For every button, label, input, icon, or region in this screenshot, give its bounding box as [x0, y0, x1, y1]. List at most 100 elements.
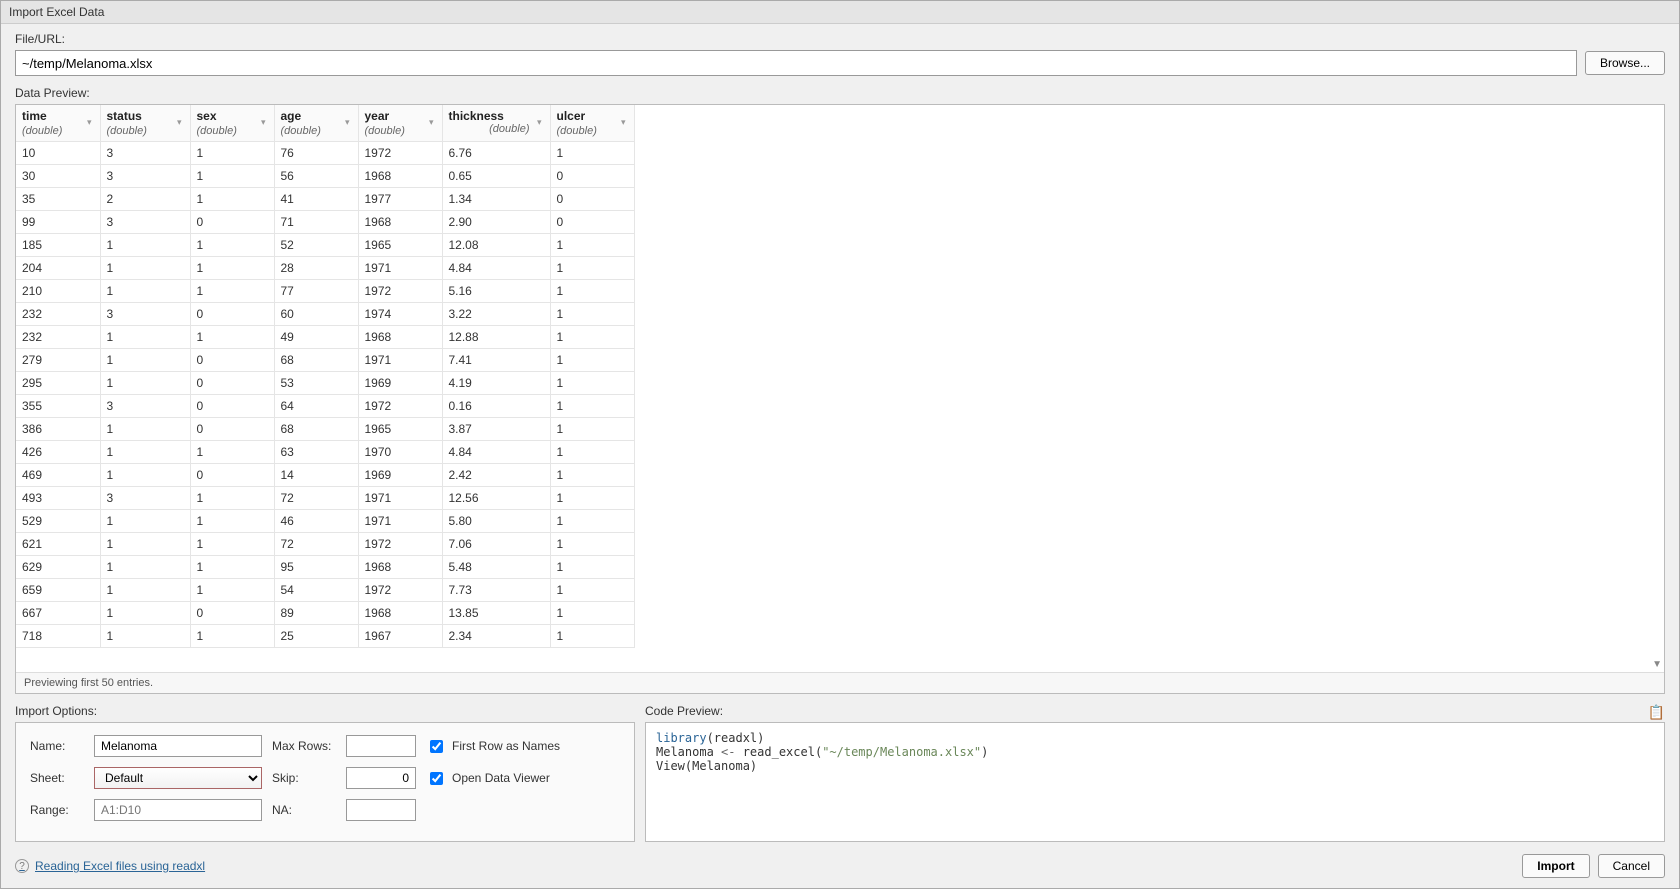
table-cell: 1971 — [358, 487, 442, 510]
table-cell: 3 — [100, 487, 190, 510]
table-cell: 1 — [100, 441, 190, 464]
table-cell: 0 — [190, 303, 274, 326]
cancel-button[interactable]: Cancel — [1598, 854, 1665, 878]
table-row[interactable]: 4933172197112.561 — [16, 487, 634, 510]
column-menu-icon[interactable]: ▾ — [261, 117, 266, 128]
code-string: "~/temp/Melanoma.xlsx" — [822, 745, 981, 759]
column-header-age[interactable]: age(double)▾ — [274, 105, 358, 142]
table-row[interactable]: 204112819714.841 — [16, 257, 634, 280]
table-row[interactable]: 659115419727.731 — [16, 579, 634, 602]
table-cell: 1967 — [358, 625, 442, 648]
table-cell: 68 — [274, 418, 358, 441]
table-cell: 1972 — [358, 533, 442, 556]
open-viewer-checkbox[interactable] — [430, 772, 443, 785]
table-cell: 3.22 — [442, 303, 550, 326]
table-row[interactable]: 718112519672.341 — [16, 625, 634, 648]
chevron-down-icon[interactable]: ▼ — [1652, 659, 1662, 670]
table-cell: 30 — [16, 165, 100, 188]
table-cell: 1972 — [358, 280, 442, 303]
table-cell: 35 — [16, 188, 100, 211]
table-cell: 279 — [16, 349, 100, 372]
table-row[interactable]: 629119519685.481 — [16, 556, 634, 579]
table-row[interactable]: 30315619680.650 — [16, 165, 634, 188]
code-preview-panel[interactable]: library(readxl) Melanoma <- read_excel("… — [645, 722, 1665, 842]
column-type: (double) — [281, 125, 321, 137]
open-viewer-checkbox-wrap[interactable]: Open Data Viewer — [426, 769, 620, 788]
table-cell: 1 — [550, 349, 634, 372]
table-cell: 0 — [550, 188, 634, 211]
table-row[interactable]: 10317619726.761 — [16, 142, 634, 165]
table-cell: 355 — [16, 395, 100, 418]
preview-status-text: Previewing first 50 entries. — [16, 672, 1664, 693]
column-menu-icon[interactable]: ▾ — [621, 117, 626, 128]
table-row[interactable]: 35214119771.340 — [16, 188, 634, 211]
maxrows-input[interactable] — [346, 735, 416, 757]
table-cell: 204 — [16, 257, 100, 280]
table-row[interactable]: 426116319704.841 — [16, 441, 634, 464]
help-link[interactable]: ? Reading Excel files using readxl — [15, 859, 205, 873]
code-text: Melanoma — [656, 745, 721, 759]
table-row[interactable]: 1851152196512.081 — [16, 234, 634, 257]
table-row[interactable]: 99307119682.900 — [16, 211, 634, 234]
column-type: (double) — [197, 125, 237, 137]
table-cell: 0 — [190, 349, 274, 372]
code-text: read_excel( — [735, 745, 822, 759]
column-menu-icon[interactable]: ▾ — [177, 117, 182, 128]
table-cell: 232 — [16, 326, 100, 349]
table-row[interactable]: 621117219727.061 — [16, 533, 634, 556]
table-cell: 1 — [190, 326, 274, 349]
table-cell: 1 — [190, 280, 274, 303]
table-cell: 4.84 — [442, 257, 550, 280]
column-header-ulcer[interactable]: ulcer(double)▾ — [550, 105, 634, 142]
table-row[interactable]: 210117719725.161 — [16, 280, 634, 303]
import-options-label: Import Options: — [15, 702, 635, 722]
data-preview-scroll[interactable]: time(double)▾status(double)▾sex(double)▾… — [16, 105, 1664, 672]
table-row[interactable]: 279106819717.411 — [16, 349, 634, 372]
table-row[interactable]: 469101419692.421 — [16, 464, 634, 487]
table-row[interactable]: 295105319694.191 — [16, 372, 634, 395]
table-cell: 0 — [190, 464, 274, 487]
skip-input[interactable] — [346, 767, 416, 789]
table-cell: 1 — [100, 602, 190, 625]
column-header-year[interactable]: year(double)▾ — [358, 105, 442, 142]
table-row[interactable]: 529114619715.801 — [16, 510, 634, 533]
table-cell: 1 — [100, 234, 190, 257]
table-row[interactable]: 355306419720.161 — [16, 395, 634, 418]
column-header-time[interactable]: time(double)▾ — [16, 105, 100, 142]
range-input[interactable] — [94, 799, 262, 821]
browse-button[interactable]: Browse... — [1585, 51, 1665, 75]
code-op: <- — [721, 745, 735, 759]
table-cell: 1 — [550, 487, 634, 510]
table-cell: 76 — [274, 142, 358, 165]
table-cell: 2.34 — [442, 625, 550, 648]
code-text: View(Melanoma) — [656, 759, 757, 773]
first-row-checkbox-wrap[interactable]: First Row as Names — [426, 737, 620, 756]
na-input[interactable] — [346, 799, 416, 821]
table-row[interactable]: 386106819653.871 — [16, 418, 634, 441]
data-preview-box: time(double)▾status(double)▾sex(double)▾… — [15, 104, 1665, 694]
sheet-select[interactable]: Default — [94, 767, 262, 789]
table-cell: 49 — [274, 326, 358, 349]
table-row[interactable]: 2321149196812.881 — [16, 326, 634, 349]
column-header-status[interactable]: status(double)▾ — [100, 105, 190, 142]
column-menu-icon[interactable]: ▾ — [537, 117, 542, 128]
table-row[interactable]: 6671089196813.851 — [16, 602, 634, 625]
column-header-sex[interactable]: sex(double)▾ — [190, 105, 274, 142]
column-menu-icon[interactable]: ▾ — [429, 117, 434, 128]
copy-code-icon[interactable]: 📋 — [1648, 704, 1665, 721]
import-button[interactable]: Import — [1522, 854, 1589, 878]
column-menu-icon[interactable]: ▾ — [345, 117, 350, 128]
table-cell: 1 — [190, 487, 274, 510]
file-url-input[interactable] — [15, 50, 1577, 76]
table-cell: 1971 — [358, 257, 442, 280]
column-name: time — [22, 109, 94, 123]
table-row[interactable]: 232306019743.221 — [16, 303, 634, 326]
table-cell: 1 — [100, 625, 190, 648]
column-header-thickness[interactable]: thickness(double)▾ — [442, 105, 550, 142]
first-row-checkbox[interactable] — [430, 740, 443, 753]
column-menu-icon[interactable]: ▾ — [87, 117, 92, 128]
table-cell: 99 — [16, 211, 100, 234]
table-cell: 1968 — [358, 602, 442, 625]
name-input[interactable] — [94, 735, 262, 757]
table-cell: 1977 — [358, 188, 442, 211]
